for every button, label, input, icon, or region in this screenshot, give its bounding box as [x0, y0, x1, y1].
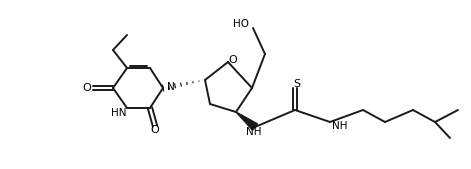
Polygon shape [236, 112, 258, 130]
Text: NH: NH [332, 121, 348, 131]
Text: NH: NH [246, 127, 262, 137]
Text: HO: HO [233, 19, 249, 29]
Text: N: N [167, 82, 175, 92]
Text: O: O [82, 83, 91, 93]
Text: S: S [293, 79, 300, 89]
Text: O: O [151, 125, 159, 135]
Text: HN: HN [111, 108, 126, 118]
Text: O: O [228, 55, 237, 65]
